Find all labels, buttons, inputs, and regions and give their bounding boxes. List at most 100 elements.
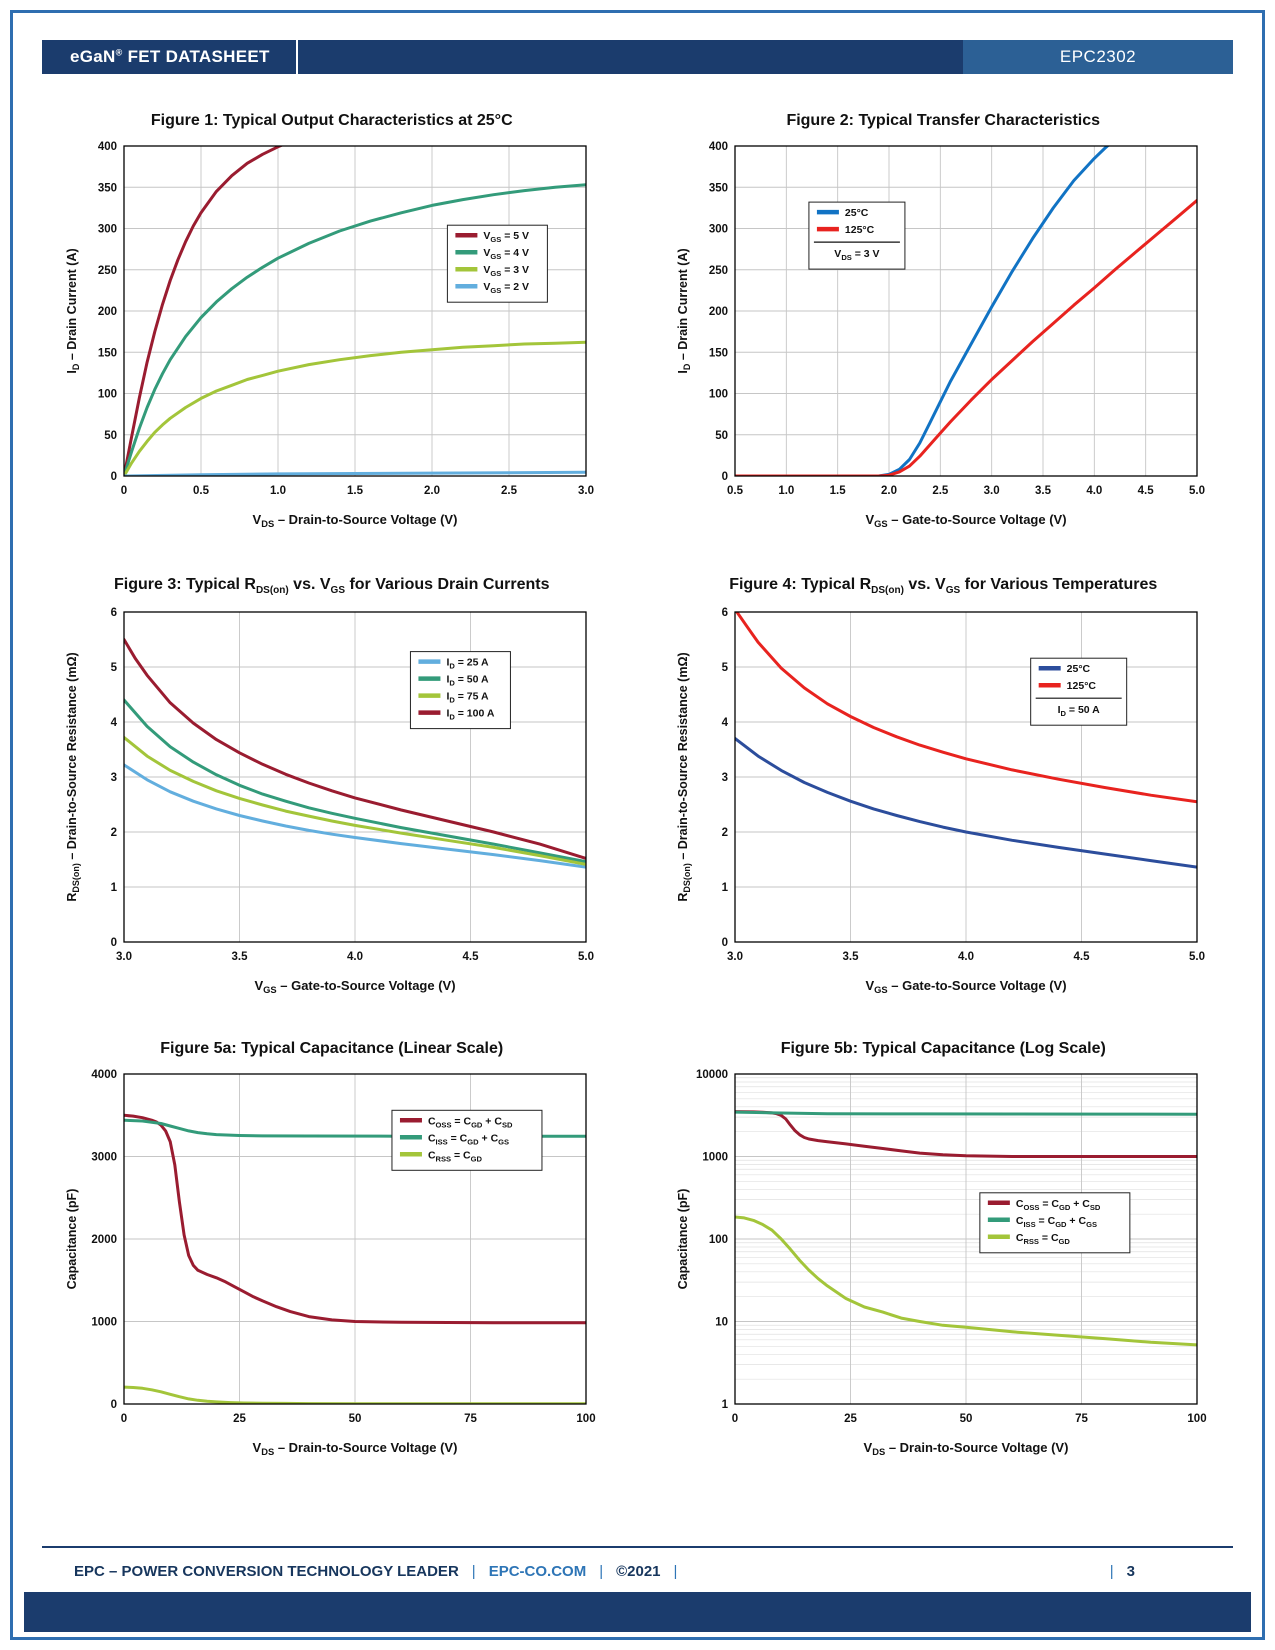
footer-separator: | [471,1563,476,1580]
svg-text:VGS – Gate-to-Source Voltage (: VGS – Gate-to-Source Voltage (V) [866,512,1067,529]
svg-text:0: 0 [110,471,116,483]
svg-text:3.5: 3.5 [843,951,860,963]
svg-text:4.5: 4.5 [462,951,479,963]
svg-text:CRSS = CGD: CRSS = CGD [428,1149,483,1163]
svg-text:CRSS = CGD: CRSS = CGD [1016,1232,1071,1246]
footer-separator: | [673,1563,678,1580]
footer-site-link[interactable]: EPC-CO.COM [488,1563,587,1580]
footer-text-row: EPC – POWER CONVERSION TECHNOLOGY LEADER… [42,1563,1233,1580]
svg-text:2: 2 [110,827,116,839]
footer-separator: | [1109,1563,1114,1580]
svg-text:ID = 50 A: ID = 50 A [1058,704,1101,718]
header-divider [295,40,298,74]
svg-text:RDS(on) – Drain-to-Source Resi: RDS(on) – Drain-to-Source Resistance (mΩ… [65,653,81,902]
svg-text:VGS = 4 V: VGS = 4 V [483,247,529,261]
svg-text:50: 50 [104,430,117,442]
svg-text:0.5: 0.5 [727,485,744,497]
svg-text:125°C: 125°C [845,224,875,236]
figure-1-chart: 0 0.5 1.0 1.5 2.0 2.5 3.0 0 50 100 150 200 250 300 350… [65,141,594,529]
svg-text:0: 0 [121,485,127,497]
figure-5a-capacitance-linear: Figure 5a: Typical Capacitance (Linear S… [45,1040,619,1464]
svg-text:4.0: 4.0 [1087,485,1103,497]
svg-text:100: 100 [709,389,728,401]
svg-text:ID = 100 A: ID = 100 A [446,708,494,722]
footer-separator: | [599,1563,604,1580]
figure-2-title: Figure 2: Typical Transfer Characteristi… [786,112,1101,129]
svg-text:350: 350 [709,182,728,194]
svg-text:75: 75 [464,1413,477,1425]
svg-text:5: 5 [110,662,117,674]
svg-text:VDS = 3 V: VDS = 3 V [835,248,880,262]
svg-text:COSS = CGD + CSD: COSS = CGD + CSD [428,1115,513,1129]
svg-text:1.5: 1.5 [830,485,847,497]
figure-3-chart: 3.0 3.5 4.0 4.5 5.0 0 1 2 3 4 5 6 VGS – Gate-to-Sour… [65,607,594,995]
footer-right-group: | 3 [1110,1563,1233,1580]
svg-text:1: 1 [110,882,117,894]
figure-5b-title: Figure 5b: Typical Capacitance (Log Scal… [780,1040,1106,1057]
svg-text:4.5: 4.5 [1138,485,1155,497]
svg-text:VDS – Drain-to-Source Voltage: VDS – Drain-to-Source Voltage (V) [864,1440,1069,1457]
svg-text:2.5: 2.5 [501,485,518,497]
figure-3-title: Figure 3: Typical RDS(on) vs. VGS for Va… [114,576,550,597]
svg-text:0: 0 [110,1399,116,1411]
svg-text:ID – Drain Current (A): ID – Drain Current (A) [676,248,692,373]
figure-5b-capacitance-log: Figure 5b: Typical Capacitance (Log Scal… [657,1040,1231,1464]
figure-1-title: Figure 1: Typical Output Characteristics… [150,112,513,129]
svg-text:COSS = CGD + CSD: COSS = CGD + CSD [1016,1198,1101,1212]
svg-text:200: 200 [709,306,728,318]
svg-text:3.5: 3.5 [1035,485,1052,497]
svg-text:4.5: 4.5 [1074,951,1091,963]
svg-text:4.0: 4.0 [958,951,974,963]
svg-text:100: 100 [576,1413,595,1425]
svg-text:5.0: 5.0 [1189,485,1205,497]
figure-4-title: Figure 4: Typical RDS(on) vs. VGS for Va… [729,576,1158,597]
svg-text:4000: 4000 [91,1069,117,1081]
svg-text:250: 250 [98,265,117,277]
svg-text:ID – Drain Current (A): ID – Drain Current (A) [65,248,81,373]
svg-text:2.0: 2.0 [881,485,897,497]
figures-grid: Figure 1: Typical Output Characteristics… [45,112,1230,1464]
svg-text:200: 200 [98,306,117,318]
svg-text:300: 300 [709,224,728,236]
svg-text:VGS = 5 V: VGS = 5 V [483,230,529,244]
figure-3-rdson-vs-vgs-currents: Figure 3: Typical RDS(on) vs. VGS for Va… [45,576,619,1000]
svg-text:2000: 2000 [91,1234,117,1246]
svg-text:25°C: 25°C [845,207,869,219]
svg-text:6: 6 [722,607,728,619]
svg-text:5.0: 5.0 [1189,951,1205,963]
page-number: 3 [1126,1563,1135,1580]
svg-text:400: 400 [98,141,117,153]
svg-text:0: 0 [722,937,728,949]
svg-text:100: 100 [1188,1413,1207,1425]
svg-text:CISS = CGD + CGS: CISS = CGD + CGS [428,1132,509,1146]
svg-text:ID = 50 A: ID = 50 A [446,674,489,688]
svg-text:4: 4 [722,717,729,729]
svg-text:0: 0 [722,471,728,483]
figure-2-transfer-characteristics: Figure 2: Typical Transfer Characteristi… [657,112,1231,536]
svg-text:25°C: 25°C [1067,663,1091,675]
svg-text:50: 50 [960,1413,973,1425]
svg-text:3.0: 3.0 [727,951,743,963]
svg-text:4: 4 [110,717,117,729]
svg-text:5.0: 5.0 [578,951,594,963]
svg-text:3.5: 3.5 [231,951,248,963]
svg-text:3.0: 3.0 [984,485,1000,497]
svg-text:1000: 1000 [91,1317,117,1329]
footer-copyright: ©2021 [616,1563,661,1580]
figure-5a-title: Figure 5a: Typical Capacitance (Linear S… [160,1040,504,1057]
svg-text:50: 50 [348,1413,361,1425]
svg-text:125°C: 125°C [1067,680,1097,692]
svg-text:5: 5 [722,662,729,674]
svg-text:VDS – Drain-to-Source Voltage: VDS – Drain-to-Source Voltage (V) [252,512,457,529]
footer-bottom-bar [24,1592,1251,1632]
svg-text:2: 2 [722,827,728,839]
svg-text:150: 150 [709,347,728,359]
svg-text:3.0: 3.0 [578,485,594,497]
header-title: eGaN® FET DATASHEET [70,47,270,66]
header-bar: eGaN® FET DATASHEET EPC2302 [42,40,1233,74]
svg-text:100: 100 [709,1234,728,1246]
svg-text:1000: 1000 [703,1152,729,1164]
svg-text:3: 3 [110,772,116,784]
